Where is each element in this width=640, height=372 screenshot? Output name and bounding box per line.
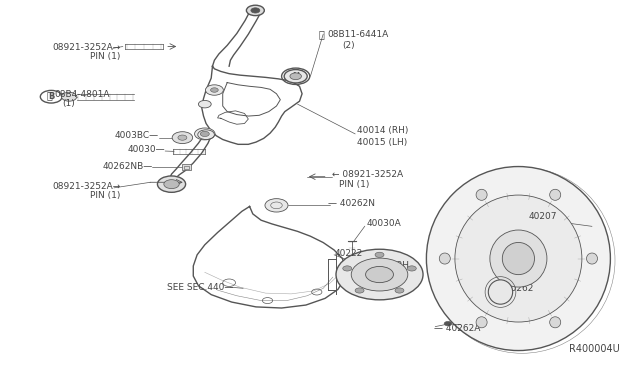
Text: 08921-3252A→: 08921-3252A→ — [52, 43, 120, 52]
Ellipse shape — [455, 195, 582, 322]
Text: ⓝ: ⓝ — [319, 29, 324, 39]
Circle shape — [444, 321, 452, 326]
Circle shape — [265, 199, 288, 212]
Circle shape — [200, 131, 209, 137]
Circle shape — [61, 92, 77, 101]
Bar — [182, 164, 191, 170]
Circle shape — [343, 266, 352, 271]
Ellipse shape — [550, 317, 561, 328]
Circle shape — [336, 249, 423, 300]
Circle shape — [284, 70, 307, 83]
Text: SEE SEC.440—: SEE SEC.440— — [167, 283, 234, 292]
Text: ← 08921-3252A: ← 08921-3252A — [332, 170, 403, 179]
Circle shape — [351, 258, 408, 291]
Text: 4003BC—: 4003BC— — [115, 131, 159, 140]
Text: PIN (1): PIN (1) — [339, 180, 369, 189]
Circle shape — [290, 73, 301, 80]
Circle shape — [172, 132, 193, 144]
Circle shape — [251, 8, 260, 13]
Circle shape — [246, 5, 264, 16]
Text: B: B — [48, 92, 54, 101]
Circle shape — [178, 135, 187, 140]
Circle shape — [205, 85, 223, 95]
Circle shape — [395, 288, 404, 293]
Text: — 40262N: — 40262N — [328, 199, 375, 208]
Text: N: N — [292, 72, 299, 81]
Text: 08B11-6441A: 08B11-6441A — [327, 30, 388, 39]
Text: Ⓑ: Ⓑ — [46, 90, 52, 100]
Text: 40030A: 40030A — [366, 219, 401, 228]
Circle shape — [407, 266, 416, 271]
Text: 40262NB—: 40262NB— — [102, 162, 152, 171]
Text: 40222: 40222 — [335, 249, 363, 258]
Ellipse shape — [439, 253, 451, 264]
Circle shape — [157, 176, 186, 192]
Circle shape — [365, 266, 394, 283]
Circle shape — [198, 100, 211, 108]
Bar — [184, 166, 189, 169]
Circle shape — [164, 180, 179, 189]
Ellipse shape — [476, 189, 487, 200]
Circle shape — [211, 88, 218, 92]
Text: — 40262A: — 40262A — [434, 324, 480, 333]
Ellipse shape — [488, 280, 513, 304]
Text: 40015 (LH): 40015 (LH) — [357, 138, 408, 147]
Text: (2): (2) — [342, 41, 355, 50]
Circle shape — [195, 128, 215, 140]
Text: (1): (1) — [63, 99, 76, 108]
Circle shape — [355, 288, 364, 293]
Ellipse shape — [490, 230, 547, 287]
Text: 40262: 40262 — [506, 284, 534, 293]
Ellipse shape — [502, 243, 534, 275]
Text: 08921-3252A→: 08921-3252A→ — [52, 182, 120, 191]
Text: R400004U: R400004U — [569, 344, 620, 354]
Circle shape — [375, 252, 384, 257]
Ellipse shape — [550, 189, 561, 200]
Text: 40030—: 40030— — [127, 145, 165, 154]
Text: PIN (1): PIN (1) — [90, 191, 120, 200]
Text: 40207: 40207 — [529, 212, 557, 221]
Text: PIN (1): PIN (1) — [90, 52, 120, 61]
Ellipse shape — [426, 167, 611, 350]
Ellipse shape — [586, 253, 598, 264]
Text: — 40202H: — 40202H — [362, 262, 408, 270]
Text: 40014 (RH): 40014 (RH) — [357, 126, 408, 135]
Ellipse shape — [476, 317, 487, 328]
Text: 08B4-4801A: 08B4-4801A — [54, 90, 110, 99]
